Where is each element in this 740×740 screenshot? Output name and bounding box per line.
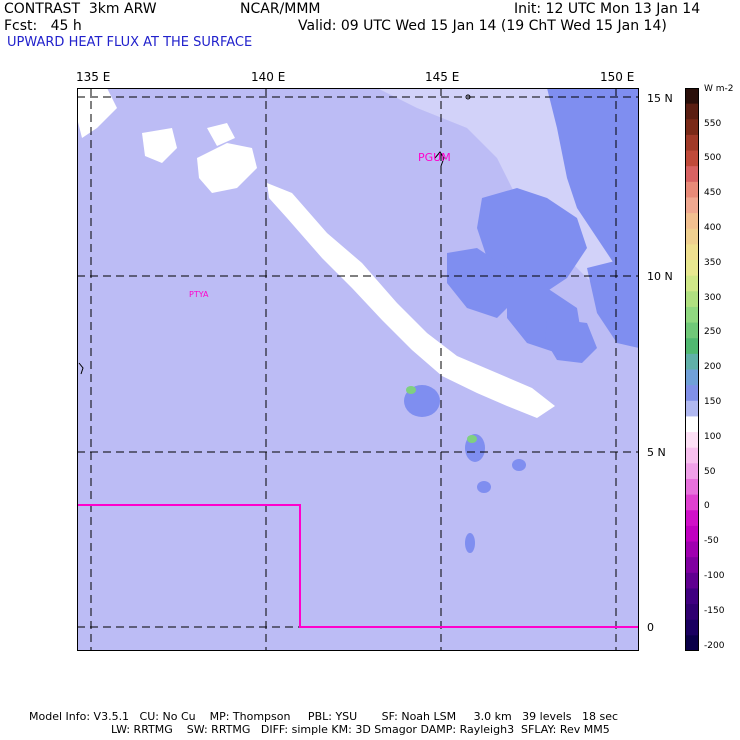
colorbar-swatch	[685, 228, 699, 245]
institution-label: NCAR/MMM	[240, 1, 321, 17]
colorbar-swatch	[685, 447, 699, 464]
colorbar-swatch	[685, 385, 699, 402]
lon-label-145: 145 E	[425, 70, 460, 84]
colorbar-swatch	[685, 260, 699, 277]
lat-label-0: 0	[647, 621, 654, 634]
colorbar-tick-label: 200	[704, 362, 722, 373]
colorbar-tick-label: 250	[704, 327, 722, 338]
colorbar-swatch	[685, 510, 699, 527]
colorbar-swatch	[685, 291, 699, 308]
colorbar-swatch	[685, 416, 699, 433]
lon-label-135: 135 E	[76, 70, 111, 84]
colorbar-swatch	[685, 88, 699, 105]
colorbar-swatch	[685, 604, 699, 621]
colorbar-swatch	[685, 166, 699, 183]
colorbar-swatch	[685, 478, 699, 496]
station-label-pgum: PGUM	[418, 151, 451, 164]
west-island	[78, 362, 84, 375]
region-boundary	[77, 504, 639, 628]
colorbar-swatch	[685, 588, 699, 605]
model-info-line2: LW: RRTMG SW: RRTMG DIFF: simple KM: 3D …	[111, 723, 610, 736]
colorbar-swatch	[685, 213, 699, 230]
colorbar-tick-label: 350	[704, 257, 722, 268]
init-time: Init: 12 UTC Mon 13 Jan 14	[514, 1, 701, 17]
colorbar-swatch	[685, 541, 699, 558]
colorbar-tick-label: -150	[704, 605, 725, 616]
model-title: CONTRAST 3km ARW	[4, 1, 157, 17]
colorbar-swatch	[685, 557, 699, 574]
colorbar-tick-label: 0	[704, 501, 710, 512]
colorbar-swatch	[685, 494, 699, 511]
colorbar-swatch	[685, 181, 699, 199]
colorbar-swatch	[685, 134, 699, 152]
colorbar-swatch	[685, 306, 699, 324]
colorbar-tick-label: 550	[704, 118, 722, 129]
colorbar-tick-label: 50	[704, 466, 716, 477]
lat-label-10n: 10 N	[647, 270, 673, 283]
colorbar-swatch	[685, 103, 699, 120]
colorbar-frame	[685, 88, 699, 651]
forecast-hour: Fcst: 45 h	[4, 18, 82, 34]
colorbar-swatch	[685, 353, 699, 371]
field-title: UPWARD HEAT FLUX AT THE SURFACE	[7, 35, 253, 50]
guam-island	[434, 151, 445, 167]
green-flux-spots	[406, 386, 477, 443]
colorbar-swatch	[685, 244, 699, 261]
lon-label-140: 140 E	[251, 70, 286, 84]
colorbar-swatch	[685, 635, 699, 651]
colorbar-swatch	[685, 322, 699, 339]
lon-label-150: 150 E	[600, 70, 635, 84]
colorbar-tick-label: -200	[704, 640, 725, 651]
station-label-ptya: PTYA	[189, 290, 209, 299]
colorbar-swatch	[685, 572, 699, 590]
clear-band	[77, 88, 555, 418]
colorbar-swatch	[685, 275, 699, 292]
colorbar-swatch	[685, 150, 699, 167]
lat-label-5n: 5 N	[647, 446, 666, 459]
model-info-line1: Model Info: V3.5.1 CU: No Cu MP: Thompso…	[29, 710, 619, 723]
colorbar-swatch	[685, 619, 699, 636]
colorbar-tick-label: 500	[704, 153, 722, 164]
colorbar-swatch	[685, 119, 699, 136]
light-flux-patches	[404, 88, 639, 553]
colorbar-tick-label: 300	[704, 292, 722, 303]
flux-map	[77, 88, 639, 651]
colorbar-swatch	[685, 432, 699, 449]
colorbar-tick-label: -50	[704, 536, 719, 547]
north-island	[465, 94, 471, 100]
colorbar-swatch	[685, 525, 699, 543]
colorbar-unit: W m-2	[704, 84, 734, 94]
colorbar-swatch	[685, 463, 699, 480]
lat-label-15n: 15 N	[647, 92, 673, 105]
colorbar	[685, 88, 699, 651]
map-frame	[77, 88, 639, 651]
colorbar-tick-label: -100	[704, 570, 725, 581]
colorbar-swatch	[685, 369, 699, 386]
colorbar-swatch	[685, 197, 699, 214]
colorbar-tick-label: 150	[704, 396, 722, 407]
valid-time: Valid: 09 UTC Wed 15 Jan 14 (19 ChT Wed …	[298, 18, 667, 34]
colorbar-swatch	[685, 400, 699, 418]
colorbar-tick-label: 450	[704, 188, 722, 199]
colorbar-swatch	[685, 338, 699, 355]
colorbar-tick-label: 400	[704, 222, 722, 233]
colorbar-tick-label: 100	[704, 431, 722, 442]
